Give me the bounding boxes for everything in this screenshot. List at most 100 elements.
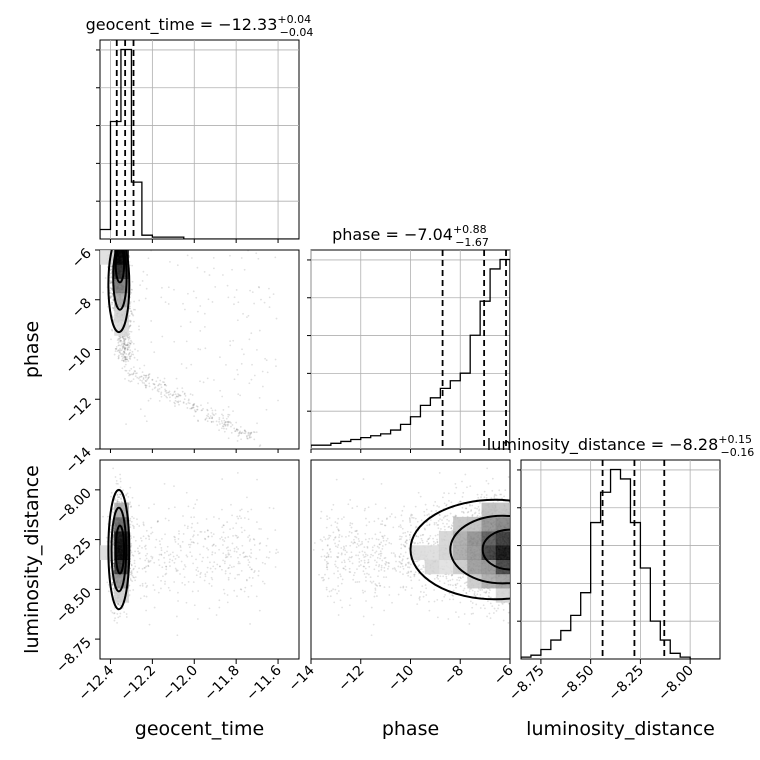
- sample-point: [233, 378, 236, 381]
- sample-point: [109, 295, 112, 297]
- sample-point: [160, 386, 163, 389]
- sample-point: [111, 302, 114, 304]
- sample-point: [131, 288, 134, 291]
- sample-point: [176, 264, 179, 267]
- sample-point: [129, 320, 132, 323]
- sample-point: [126, 344, 128, 347]
- sample-point: [211, 409, 214, 412]
- sample-point: [175, 395, 178, 398]
- sample-point: [138, 545, 141, 547]
- title-prefix: geocent_time =: [86, 15, 219, 35]
- sample-point: [173, 288, 175, 291]
- sample-point: [204, 418, 207, 421]
- scatter-panel-geocent_time-luminosity_distance: [99, 459, 300, 660]
- sample-point: [183, 393, 186, 395]
- sample-point: [250, 552, 253, 554]
- sample-point: [144, 566, 146, 569]
- sample-point: [111, 288, 113, 290]
- sample-point: [247, 564, 250, 566]
- sample-point: [127, 360, 130, 362]
- sample-point: [240, 526, 243, 529]
- sample-point: [129, 355, 132, 358]
- sample-point: [253, 438, 256, 441]
- sample-point: [109, 291, 112, 294]
- sample-point: [123, 342, 126, 345]
- sample-point: [119, 493, 122, 496]
- sample-point: [210, 531, 213, 534]
- sample-point: [157, 390, 160, 393]
- sample-point: [124, 355, 127, 358]
- sample-point: [129, 373, 132, 376]
- sample-point: [133, 300, 136, 303]
- sample-point: [138, 367, 141, 370]
- sample-point: [185, 367, 188, 369]
- sample-point: [148, 376, 151, 378]
- sample-point: [212, 413, 215, 416]
- sample-point: [130, 571, 133, 574]
- sample-point: [233, 296, 236, 299]
- sample-point: [112, 542, 115, 544]
- sample-point: [148, 385, 151, 388]
- sample-point: [119, 473, 121, 476]
- sample-point: [166, 545, 169, 548]
- sample-point: [152, 382, 155, 385]
- sample-point: [177, 400, 180, 403]
- sample-point: [241, 348, 243, 351]
- sample-point: [124, 339, 126, 341]
- sample-point: [129, 501, 131, 504]
- sample-point: [226, 423, 229, 426]
- sample-point: [110, 287, 113, 290]
- sample-point: [128, 337, 131, 340]
- sample-point: [239, 553, 241, 556]
- sample-point: [167, 391, 170, 394]
- sample-point: [247, 431, 250, 434]
- sample-point: [109, 296, 112, 299]
- sample-point: [169, 565, 171, 567]
- sample-point: [110, 265, 113, 268]
- sample-point: [221, 413, 223, 416]
- sample-point: [107, 590, 110, 593]
- sample-point: [123, 338, 126, 341]
- sample-point: [228, 553, 231, 556]
- sample-point: [155, 380, 158, 383]
- sample-point: [212, 565, 215, 568]
- sample-point: [149, 397, 152, 400]
- sample-point: [145, 420, 148, 423]
- sample-point: [119, 339, 122, 342]
- sample-point: [127, 344, 130, 347]
- sample-point: [130, 544, 133, 547]
- sample-point: [110, 292, 113, 295]
- title-err-plus: +0.15: [718, 433, 752, 446]
- sample-point: [227, 546, 229, 549]
- sample-point: [115, 500, 118, 502]
- sample-point: [196, 310, 199, 313]
- sample-point: [157, 384, 159, 387]
- sample-point: [124, 377, 126, 380]
- sample-point: [125, 423, 127, 426]
- sample-point: [251, 363, 253, 366]
- sample-point: [129, 486, 132, 489]
- sample-point: [216, 424, 219, 426]
- sample-point: [165, 395, 167, 398]
- sample-point: [183, 524, 186, 527]
- sample-point: [117, 349, 120, 352]
- sample-point: [144, 547, 147, 550]
- sample-point: [189, 407, 192, 410]
- sample-point: [127, 341, 130, 344]
- sample-point: [127, 372, 130, 375]
- sample-point: [128, 594, 131, 596]
- sample-point: [195, 405, 198, 408]
- sample-point: [208, 417, 211, 420]
- sample-point: [243, 432, 245, 435]
- sample-point: [115, 346, 118, 348]
- sample-point: [218, 517, 220, 520]
- sample-point: [253, 538, 256, 541]
- sample-point: [229, 344, 232, 347]
- sample-point: [145, 609, 147, 612]
- sample-point: [214, 286, 217, 288]
- sample-point: [109, 289, 111, 292]
- sample-point: [173, 391, 176, 394]
- sample-point: [120, 339, 122, 342]
- sample-point: [131, 264, 134, 267]
- histogram-geocent_time: [100, 48, 299, 239]
